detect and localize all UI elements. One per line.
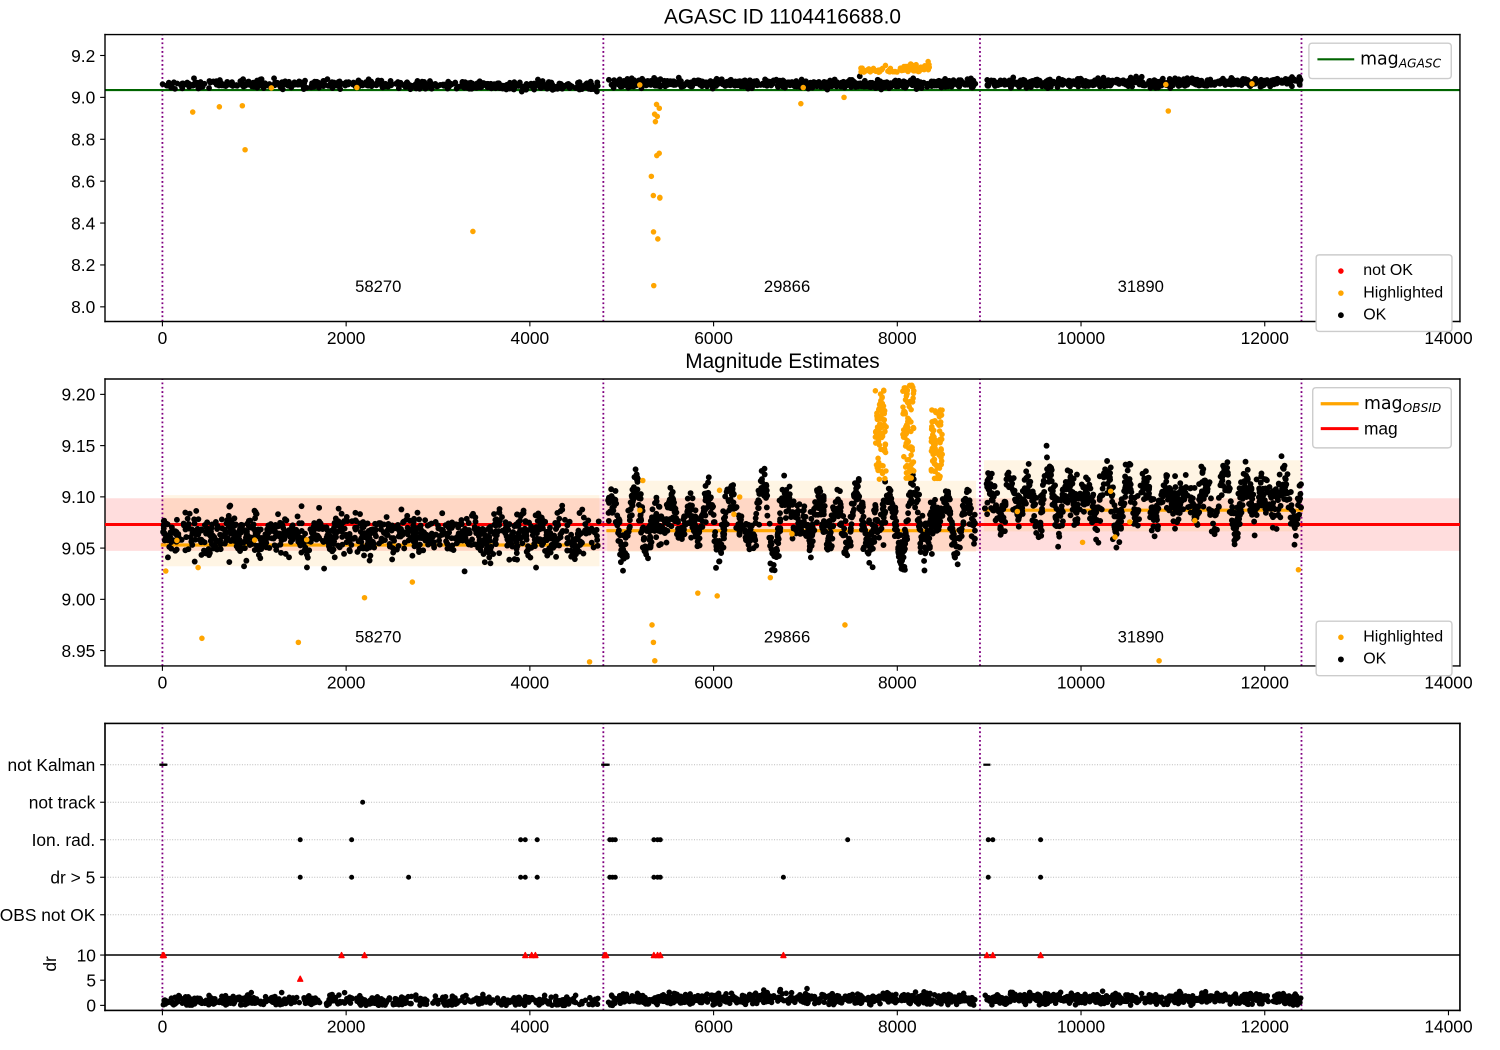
svg-text:8.8: 8.8 xyxy=(71,130,95,150)
svg-text:OBS not OK: OBS not OK xyxy=(0,905,96,925)
svg-text:10000: 10000 xyxy=(1057,1017,1105,1037)
svg-text:OK: OK xyxy=(1363,306,1386,323)
svg-text:0: 0 xyxy=(158,672,168,692)
svg-text:mag: mag xyxy=(1364,419,1398,439)
svg-text:Highlighted: Highlighted xyxy=(1363,629,1443,646)
svg-text:not Kalman: not Kalman xyxy=(7,755,95,775)
svg-text:8.0: 8.0 xyxy=(71,297,95,317)
svg-text:9.00: 9.00 xyxy=(61,590,95,610)
svg-text:9.05: 9.05 xyxy=(61,538,95,558)
svg-text:2000: 2000 xyxy=(327,328,366,348)
svg-text:6000: 6000 xyxy=(694,1017,733,1037)
svg-text:2000: 2000 xyxy=(327,1017,366,1037)
svg-text:10: 10 xyxy=(77,945,96,965)
svg-text:31890: 31890 xyxy=(1118,277,1164,296)
svg-text:Highlighted: Highlighted xyxy=(1363,284,1443,301)
svg-text:0: 0 xyxy=(86,996,96,1016)
svg-text:8.6: 8.6 xyxy=(71,171,95,191)
svg-text:8.95: 8.95 xyxy=(61,641,95,661)
svg-text:6000: 6000 xyxy=(694,672,733,692)
svg-text:5: 5 xyxy=(86,971,96,991)
svg-text:9.2: 9.2 xyxy=(71,46,95,66)
svg-text:8000: 8000 xyxy=(878,1017,917,1037)
svg-text:9.20: 9.20 xyxy=(61,385,95,405)
svg-text:0: 0 xyxy=(158,1017,168,1037)
svg-text:10000: 10000 xyxy=(1057,328,1105,348)
svg-text:9.10: 9.10 xyxy=(61,487,95,507)
svg-text:29866: 29866 xyxy=(764,627,810,646)
svg-text:4000: 4000 xyxy=(511,1017,550,1037)
svg-text:Ion. rad.: Ion. rad. xyxy=(32,830,96,850)
svg-text:8000: 8000 xyxy=(878,328,917,348)
svg-text:6000: 6000 xyxy=(694,328,733,348)
svg-text:12000: 12000 xyxy=(1241,1017,1289,1037)
svg-text:4000: 4000 xyxy=(511,328,550,348)
svg-text:31890: 31890 xyxy=(1118,627,1164,646)
svg-text:58270: 58270 xyxy=(355,277,401,296)
svg-text:4000: 4000 xyxy=(511,672,550,692)
svg-text:8.2: 8.2 xyxy=(71,255,95,275)
svg-text:58270: 58270 xyxy=(355,627,401,646)
svg-text:Magnitude Estimates: Magnitude Estimates xyxy=(685,350,880,373)
svg-text:9.15: 9.15 xyxy=(61,436,95,456)
svg-text:dr: dr xyxy=(40,956,60,972)
svg-text:not track: not track xyxy=(29,793,96,813)
svg-text:2000: 2000 xyxy=(327,672,366,692)
svg-text:12000: 12000 xyxy=(1241,672,1289,692)
svg-text:29866: 29866 xyxy=(764,277,810,296)
svg-text:dr > 5: dr > 5 xyxy=(50,868,95,888)
svg-text:OK: OK xyxy=(1363,651,1386,668)
svg-text:12000: 12000 xyxy=(1241,328,1289,348)
svg-text:10000: 10000 xyxy=(1057,672,1105,692)
svg-text:AGASC ID 1104416688.0: AGASC ID 1104416688.0 xyxy=(664,5,901,28)
svg-text:14000: 14000 xyxy=(1424,1017,1472,1037)
svg-text:not OK: not OK xyxy=(1363,262,1413,279)
svg-text:9.0: 9.0 xyxy=(71,88,95,108)
svg-text:8000: 8000 xyxy=(878,672,917,692)
svg-text:0: 0 xyxy=(158,328,168,348)
svg-text:8.4: 8.4 xyxy=(71,213,95,233)
